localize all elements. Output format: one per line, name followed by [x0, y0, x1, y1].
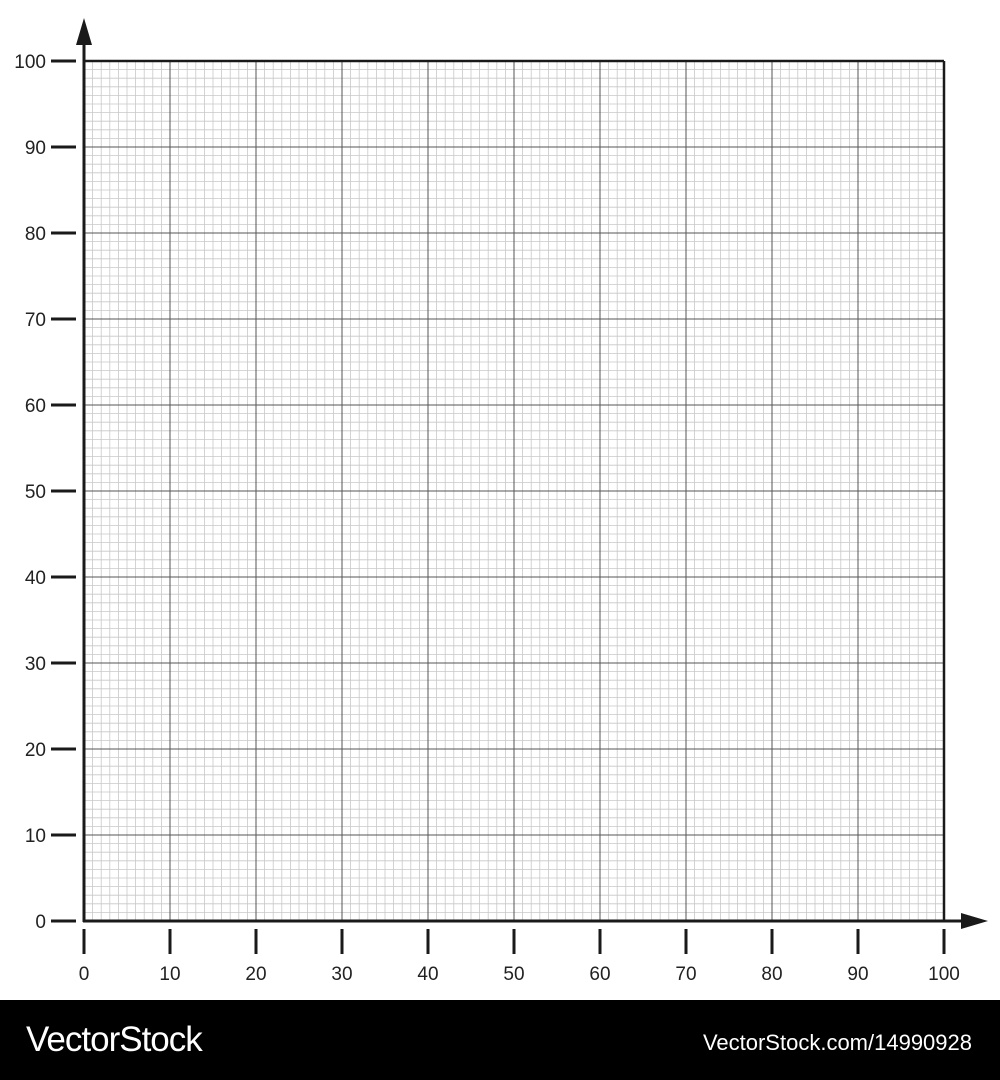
x-tick-label: 50	[503, 964, 524, 985]
x-tick-label: 40	[417, 964, 438, 985]
x-tick-label: 80	[761, 964, 782, 985]
y-tick-label: 30	[25, 654, 46, 675]
x-tick-label: 90	[847, 964, 868, 985]
x-tick-label: 10	[159, 964, 180, 985]
x-tick-label: 100	[928, 964, 960, 985]
x-tick-label: 20	[245, 964, 266, 985]
y-tick-label: 50	[25, 482, 46, 503]
x-tick-label: 60	[589, 964, 610, 985]
y-tick-label: 40	[25, 568, 46, 589]
y-tick-label: 0	[35, 912, 46, 933]
y-tick-label: 70	[25, 310, 46, 331]
x-tick-label: 70	[675, 964, 696, 985]
graph-paper-chart: 0 10 20 30 40 50 60 70 80 90 100 0 10 20 30 40 50 60 70 80…	[14, 18, 988, 985]
watermark-brand: VectorStock	[26, 1020, 203, 1059]
y-tick-label: 90	[25, 138, 46, 159]
y-tick-label: 80	[25, 224, 46, 245]
x-tick-label: 0	[79, 964, 90, 985]
watermark-footer: VectorStock VectorStock.com/14990928	[0, 1000, 1000, 1080]
y-tick-label: 60	[25, 396, 46, 417]
y-tick-label: 20	[25, 740, 46, 761]
watermark-url: VectorStock.com/14990928	[702, 1030, 972, 1055]
x-axis-arrow-icon	[961, 913, 988, 929]
y-axis-arrow-icon	[76, 18, 92, 45]
x-tick-label: 30	[331, 964, 352, 985]
axes	[76, 18, 988, 929]
y-ticks: 0 10 20 30 40 50 60 70 80 90 100	[14, 52, 76, 933]
y-tick-label: 100	[14, 52, 46, 73]
x-ticks: 0 10 20 30 40 50 60 70 80 90 100	[79, 929, 960, 985]
y-tick-label: 10	[25, 826, 46, 847]
major-grid	[84, 61, 944, 921]
